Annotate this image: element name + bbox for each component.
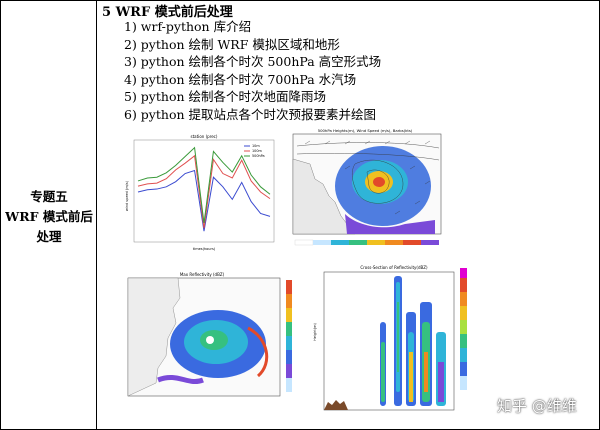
- station-chart-ylabel: wind speed (m/s): [125, 180, 129, 211]
- list-item: 5) python 绘制各个时次地面降雨场: [124, 89, 326, 104]
- wind-speed-band: [345, 214, 435, 234]
- list-item: 6) python 提取站点各个时次预报要素并绘图: [124, 106, 376, 122]
- station-chart-title: station (prec): [191, 134, 218, 139]
- terrain-profile: [324, 400, 348, 410]
- reflectivity-map-title: Max Reflectivity (dBZ): [180, 272, 225, 277]
- cross-section-plot: Cross-Section of Reflectivity(dBZ) Heigh…: [310, 262, 490, 414]
- height-wind-map: 500hPa Heights(m), Wind Speed (m/s), Bar…: [285, 124, 445, 254]
- cross-section-colorbar: [460, 268, 467, 390]
- reflectivity-coastline: [127, 277, 181, 397]
- legend-label: 10m: [252, 144, 260, 148]
- station-line-chart: station (prec) times(hours) wind speed (…: [120, 128, 280, 256]
- item-list: 1) wrf-python 库介绍 2) python 绘制 WRF 模拟区域和…: [124, 18, 381, 123]
- series-line-10m: [137, 169, 271, 232]
- station-chart-xlabel: times(hours): [193, 247, 216, 251]
- topic-line-2: WRF 模式前后: [5, 209, 93, 224]
- cross-section-ylabel: Height(m): [313, 323, 317, 341]
- cross-section-title: Cross-Section of Reflectivity(dBZ): [360, 265, 428, 270]
- height-map-colorbar: [294, 239, 439, 246]
- list-item: 2) python 绘制 WRF 模拟区域和地形: [124, 36, 340, 52]
- legend-label: 100m: [252, 149, 262, 153]
- height-map-title: 500hPa Heights(m), Wind Speed (m/s), Bar…: [318, 128, 413, 133]
- wind-barbs: [304, 140, 431, 215]
- topic-cell: 专题五 WRF 模式前后 处理: [1, 1, 97, 429]
- typhoon-eye: [373, 177, 385, 187]
- max-reflectivity-map: Max Reflectivity (dBZ): [118, 268, 298, 408]
- station-chart-frame: [133, 139, 275, 243]
- section-heading: 5 WRF 模式前后处理: [102, 5, 233, 20]
- list-item: 1) wrf-python 库介绍: [124, 19, 252, 34]
- series-line-500hPa: [137, 146, 271, 224]
- series-line-100m: [137, 154, 271, 229]
- topic-line-3: 处理: [36, 229, 62, 244]
- topic-line-1: 专题五: [30, 189, 68, 204]
- legend-label: 500hPa: [252, 154, 265, 158]
- reflectivity-columns: [380, 276, 446, 406]
- list-item: 3) python 绘制各个时次 500hPa 高空形式场: [124, 54, 382, 69]
- cross-section-frame: [323, 271, 455, 411]
- coastline-land: [292, 158, 356, 235]
- reflectivity-eye: [206, 336, 214, 344]
- rainband-south: [157, 374, 204, 384]
- reflectivity-colorbar: [286, 280, 292, 392]
- topic-label: 专题五 WRF 模式前后 处理: [5, 187, 93, 247]
- list-item: 4) python 绘制各个时次 700hPa 水汽场: [124, 71, 357, 87]
- rainband: [247, 326, 269, 378]
- watermark: 知乎 @维维: [497, 397, 577, 415]
